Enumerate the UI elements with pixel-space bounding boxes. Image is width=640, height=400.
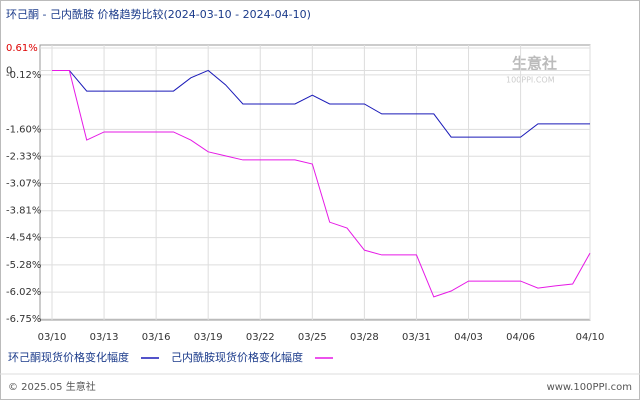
footer-left: © 2025.05 生意社 [8,380,96,393]
y-tick-label: -3.81% [6,206,41,217]
x-tick-label: 03/22 [246,332,275,343]
y-tick-label: -5.28% [6,260,41,271]
legend-label: 环己酮现货价格变化幅度 [8,350,129,364]
x-tick-label: 03/25 [298,332,327,343]
x-tick-label: 04/03 [454,332,483,343]
x-tick-label: 03/10 [38,332,67,343]
x-tick-label: 03/13 [90,332,119,343]
y-tick-label: 0.61% [6,43,38,54]
footer-right: www.100PPI.com [547,382,632,393]
y-tick-label: -4.54% [6,233,41,244]
y-tick-label: -6.02% [6,287,41,298]
y-tick-label: -2.33% [6,151,41,162]
y-tick-label: 0 [6,65,12,76]
series-line [52,69,590,138]
legend-label: 己内酰胺现货价格变化幅度 [171,350,303,364]
y-tick-label: -6.75% [6,314,41,325]
y-tick-label: -3.07% [6,179,41,190]
chart-title: 环己酮 - 己内酰胺 价格趋势比较(2024-03-10 - 2024-04-1… [6,7,311,21]
y-tick-label: -0.12% [6,70,41,81]
watermark-url: 100PPI.COM [506,76,555,85]
x-tick-label: 03/31 [402,332,431,343]
x-tick-label: 03/19 [194,332,223,343]
y-tick-label: -1.60% [6,124,41,135]
x-tick-label: 03/16 [142,332,171,343]
series-line [52,69,591,298]
watermark: 生意社 [512,55,557,73]
x-tick-label: 03/28 [350,332,379,343]
x-tick-label: 04/06 [506,332,535,343]
x-tick-label: 04/10 [576,332,605,343]
